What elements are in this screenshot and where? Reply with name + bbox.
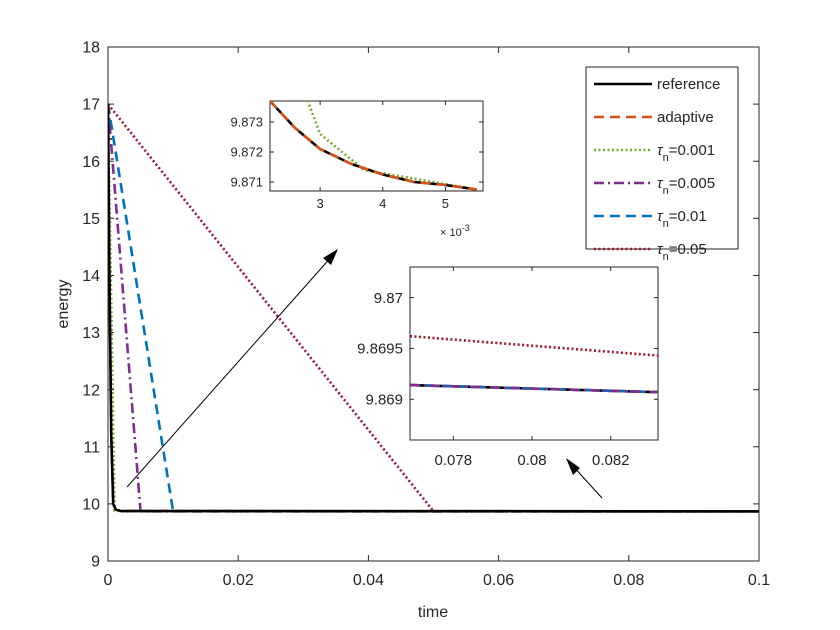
series-line-tau005 xyxy=(410,383,658,394)
x-tick-label: 5 xyxy=(442,196,449,211)
inset-late-series xyxy=(410,334,658,394)
x-tick-label: 4 xyxy=(379,196,386,211)
x-tick-label: 0.08 xyxy=(613,572,644,589)
y-tick-label: 17 xyxy=(82,97,100,114)
legend: referenceadaptiveτn=0.001τn=0.005τn=0.01… xyxy=(585,66,739,263)
legend-items: referenceadaptiveτn=0.001τn=0.005τn=0.01… xyxy=(594,76,720,263)
y-tick-label: 12 xyxy=(82,382,100,399)
y-tick-label: 14 xyxy=(82,268,100,285)
y-tick-label: 9.873 xyxy=(230,115,263,130)
x-tick-label: 0.04 xyxy=(353,572,384,589)
legend-entry-tau001: τn=0.001 xyxy=(594,142,715,164)
y-tick-label: 11 xyxy=(83,439,100,456)
inset-early-ticks: 3 4 5 9.871 9.872 9.873 xyxy=(230,101,483,211)
x-tick-label: 0.02 xyxy=(223,572,254,589)
legend-label-symbol: τ xyxy=(657,208,664,225)
legend-label: τn=0.001 xyxy=(657,142,715,164)
legend-label: τn=0.01 xyxy=(657,208,707,230)
x-exponent-power: -3 xyxy=(462,223,470,233)
legend-label-subscript: n xyxy=(663,251,669,263)
inset-early-x-exponent: × 10-3 xyxy=(440,223,470,239)
y-tick-label: 9.8695 xyxy=(357,341,403,358)
arrow-head-late xyxy=(566,458,580,475)
legend-label-subscript: n xyxy=(663,185,669,197)
legend-label-symbol: τ xyxy=(657,175,664,192)
zoom-arrows xyxy=(126,249,603,499)
inset-late-ticks: 0.078 0.08 0.082 9.869 9.8695 9.87 xyxy=(357,267,658,469)
y-axis-label: energy xyxy=(55,280,72,329)
y-tick-label: 9 xyxy=(91,554,100,571)
arrow-to-early-inset xyxy=(126,254,334,488)
legend-entry-reference: reference xyxy=(594,76,720,93)
y-tick-label: 9.869 xyxy=(365,392,403,409)
series-line-tau05 xyxy=(410,334,658,357)
legend-label-value: =0.01 xyxy=(669,208,707,225)
arrow-head-early xyxy=(323,249,338,265)
legend-label: τn=0.005 xyxy=(657,175,715,197)
legend-label-value: =0.001 xyxy=(669,142,715,159)
y-tick-label: 15 xyxy=(82,211,100,228)
legend-label-symbol: τ xyxy=(657,142,664,159)
y-tick-label: 9.872 xyxy=(230,145,263,160)
legend-label-subscript: n xyxy=(663,218,669,230)
main-x-ticks: 0 0.02 0.04 0.06 0.08 0.1 9 10 11 12 13 14 15 16 17 18 xyxy=(82,40,770,589)
legend-box xyxy=(585,66,739,250)
legend-label: reference xyxy=(657,76,720,93)
series-line-adaptive xyxy=(270,101,477,191)
inset-late: 0.078 0.08 0.082 9.869 9.8695 9.87 xyxy=(357,266,659,469)
x-tick-label: 3 xyxy=(317,196,324,211)
x-tick-label: 0.1 xyxy=(748,572,770,589)
y-tick-label: 13 xyxy=(82,325,100,342)
legend-label: adaptive xyxy=(657,109,714,126)
y-tick-label: 9.871 xyxy=(230,175,263,190)
legend-entry-tau05: τn=0.05 xyxy=(594,241,707,263)
legend-entry-adaptive: adaptive xyxy=(594,109,714,126)
y-tick-label: 9.87 xyxy=(374,290,403,307)
x-tick-label: 0.06 xyxy=(483,572,514,589)
x-tick-label: 0.082 xyxy=(592,452,630,469)
series-line-tau001 xyxy=(306,101,477,191)
legend-label-value: =0.005 xyxy=(669,175,715,192)
legend-label-value: =0.05 xyxy=(669,241,707,258)
legend-entry-tau005: τn=0.005 xyxy=(594,175,715,197)
inset-early-series xyxy=(270,101,477,191)
x-tick-label: 0.08 xyxy=(517,452,546,469)
legend-label-subscript: n xyxy=(663,152,669,164)
y-tick-label: 10 xyxy=(82,496,100,513)
inset-early: 3 4 5 9.871 9.872 9.873 × 10-3 xyxy=(230,100,484,239)
x-tick-label: 0 xyxy=(104,572,113,589)
legend-entry-tau01: τn=0.01 xyxy=(594,208,707,230)
y-tick-label: 16 xyxy=(82,154,100,171)
x-axis-label: time xyxy=(418,604,448,621)
inset-early-frame xyxy=(269,100,484,192)
x-tick-label: 0.078 xyxy=(435,452,473,469)
legend-label: τn=0.05 xyxy=(657,241,707,263)
legend-label-symbol: τ xyxy=(657,241,664,258)
y-tick-label: 18 xyxy=(82,40,100,57)
x-exponent-base: × 10 xyxy=(440,227,462,239)
